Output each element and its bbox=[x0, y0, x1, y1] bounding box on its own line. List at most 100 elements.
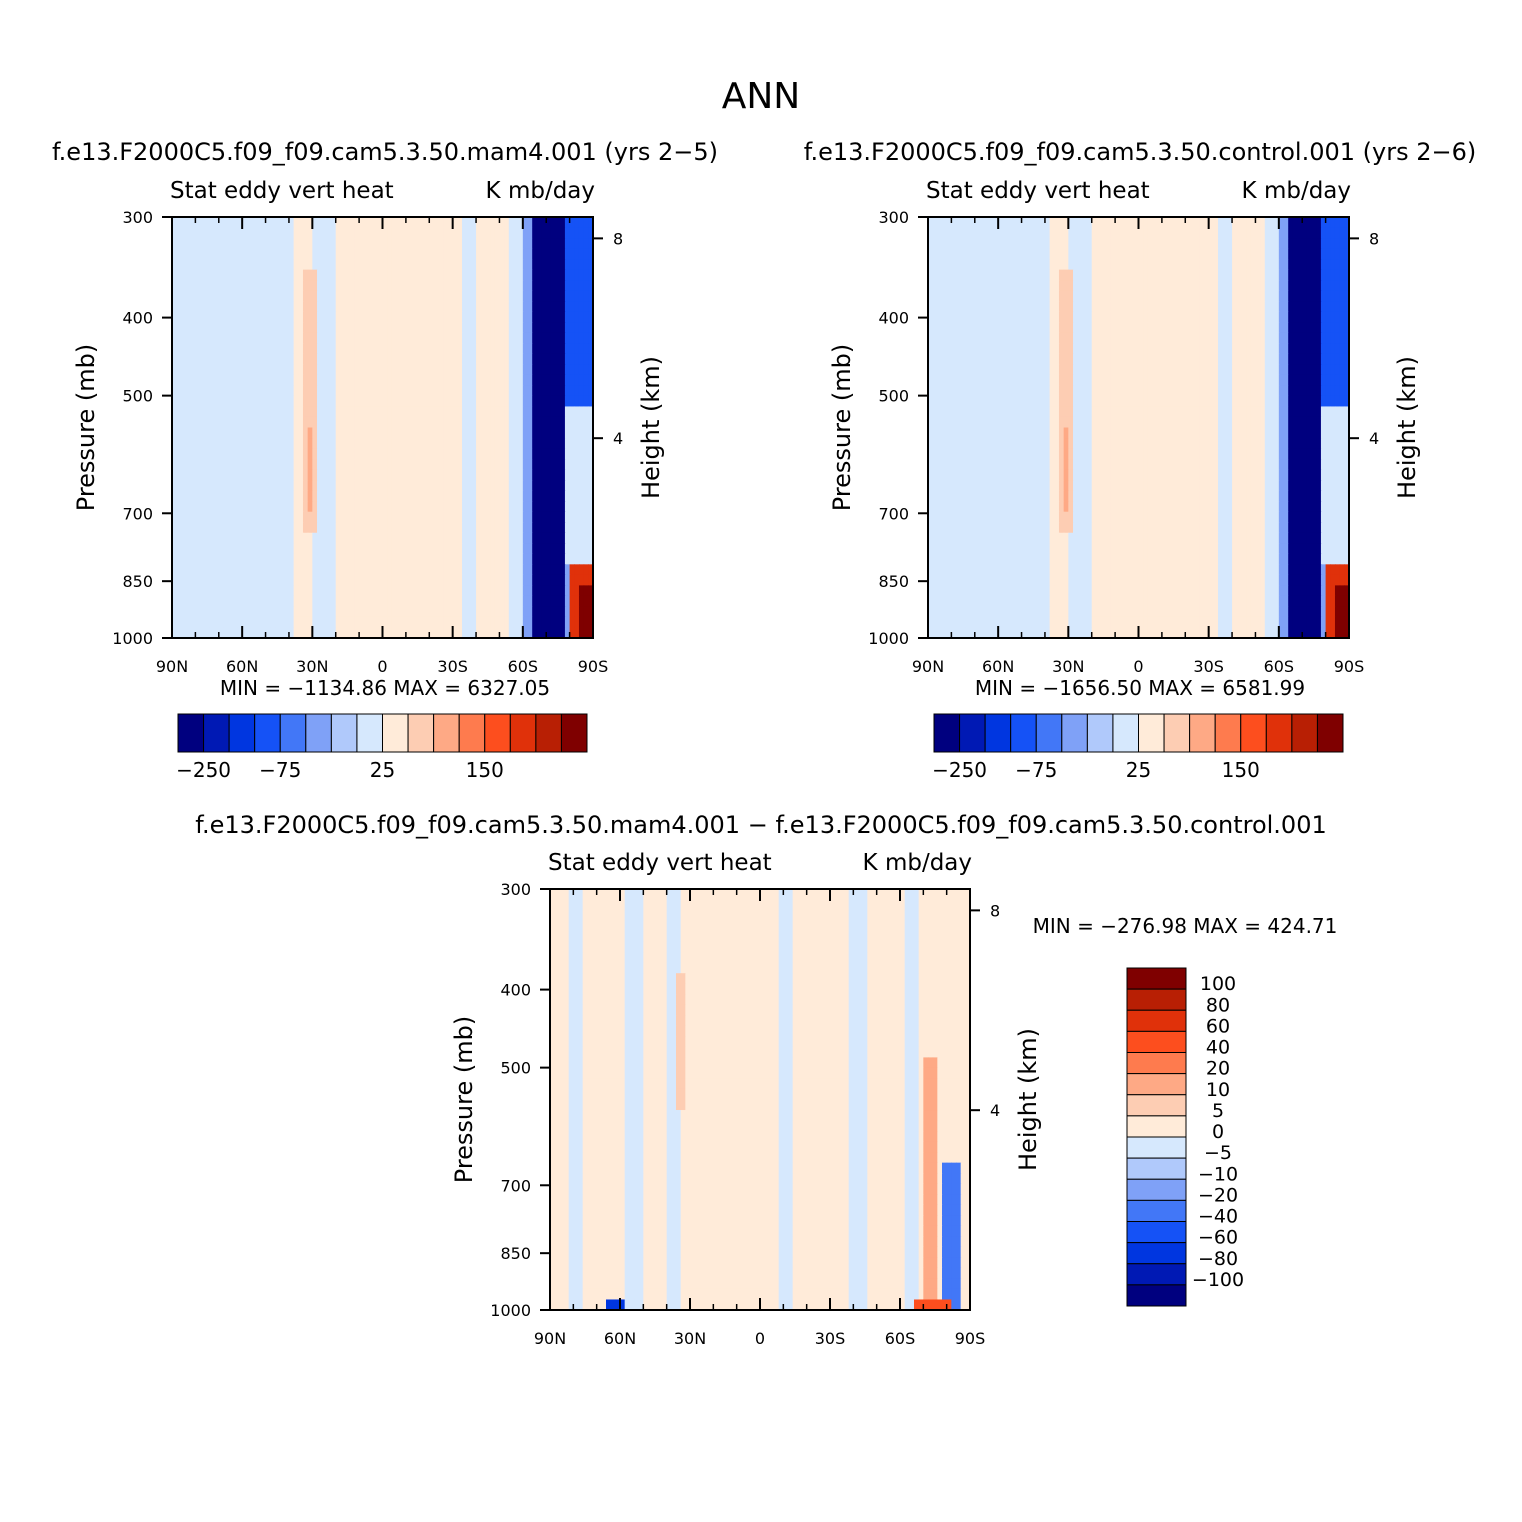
heatmap-cell bbox=[588, 280, 594, 292]
heatmap-cell bbox=[457, 522, 463, 534]
heatmap-cell bbox=[1087, 238, 1093, 250]
heatmap-cell bbox=[490, 501, 496, 513]
heatmap-cell bbox=[960, 227, 967, 239]
heatmap-cell bbox=[979, 259, 985, 271]
heatmap-cell bbox=[569, 238, 575, 250]
heatmap-cell bbox=[256, 406, 262, 418]
heatmap-cell bbox=[237, 522, 243, 534]
heatmap-cell bbox=[574, 543, 580, 555]
heatmap-cell bbox=[550, 543, 557, 555]
heatmap-cell bbox=[457, 459, 463, 471]
heatmap-cell bbox=[317, 364, 323, 376]
heatmap-cell bbox=[447, 280, 454, 292]
heatmap-cell bbox=[471, 438, 477, 450]
heatmap-cell bbox=[373, 438, 379, 450]
heatmap-cell bbox=[419, 606, 426, 618]
heatmap-cell bbox=[307, 574, 313, 586]
heatmap-cell bbox=[1021, 280, 1027, 292]
heatmap-cell bbox=[1044, 343, 1051, 355]
heatmap-cell bbox=[307, 469, 313, 481]
heatmap-cell bbox=[447, 427, 454, 439]
heatmap-cell bbox=[288, 416, 295, 429]
heatmap-cell bbox=[527, 238, 533, 250]
heatmap-cell bbox=[564, 469, 571, 481]
heatmap-cell bbox=[293, 322, 299, 334]
heatmap-cell bbox=[190, 322, 196, 334]
heatmap-cell bbox=[560, 522, 566, 534]
heatmap-cell bbox=[946, 311, 952, 323]
heatmap-cell bbox=[536, 269, 543, 281]
heatmap-cell bbox=[186, 501, 192, 513]
heatmap-cell bbox=[274, 406, 281, 418]
heatmap-cell bbox=[1194, 238, 1200, 250]
heatmap-cell bbox=[1087, 227, 1093, 239]
heatmap-cell bbox=[499, 311, 505, 323]
heatmap-cell bbox=[382, 332, 388, 344]
heatmap-cell bbox=[214, 290, 220, 302]
heatmap-cell bbox=[433, 301, 440, 313]
heatmap-cell bbox=[335, 606, 341, 618]
heatmap-cell bbox=[569, 248, 575, 260]
heatmap-cell bbox=[331, 290, 337, 302]
heatmap-cell bbox=[1049, 227, 1055, 239]
heatmap-cell bbox=[447, 322, 454, 334]
heatmap-cell bbox=[490, 543, 496, 555]
heatmap-cell bbox=[279, 501, 285, 513]
heatmap-cell bbox=[457, 606, 463, 618]
heatmap-cell bbox=[1133, 248, 1140, 260]
heatmap-cell bbox=[368, 311, 374, 323]
heatmap-cell bbox=[993, 301, 999, 313]
heatmap-cell bbox=[298, 553, 304, 565]
heatmap-cell bbox=[209, 259, 215, 271]
heatmap-cell bbox=[1026, 280, 1032, 292]
heatmap-cell bbox=[260, 522, 267, 534]
heatmap-cell bbox=[354, 522, 360, 534]
heatmap-cell bbox=[270, 490, 276, 502]
heatmap-cell bbox=[504, 385, 510, 397]
heatmap-cell bbox=[331, 269, 337, 281]
heatmap-cell bbox=[209, 385, 215, 397]
heatmap-cell bbox=[387, 522, 393, 534]
heatmap-cell bbox=[214, 553, 220, 565]
heatmap-cell bbox=[583, 290, 589, 302]
heatmap-cell bbox=[260, 311, 267, 323]
heatmap-cell bbox=[293, 469, 299, 481]
heatmap-cell bbox=[1054, 227, 1060, 239]
heatmap-cell bbox=[321, 532, 327, 544]
colorbar-box bbox=[433, 713, 460, 753]
heatmap-cell bbox=[419, 627, 426, 639]
heatmap-cell bbox=[307, 448, 313, 460]
heatmap-cell bbox=[265, 532, 271, 544]
heatmap-cell bbox=[214, 395, 220, 408]
heatmap-cell bbox=[1044, 290, 1051, 302]
heatmap-cell bbox=[536, 217, 543, 229]
heatmap-cell bbox=[223, 332, 229, 344]
heatmap-cell bbox=[1129, 280, 1135, 292]
heatmap-cell bbox=[349, 343, 356, 355]
heatmap-cell bbox=[564, 627, 571, 639]
heatmap-cell bbox=[345, 427, 351, 439]
heatmap-cell bbox=[345, 374, 351, 387]
heatmap-cell bbox=[988, 353, 995, 365]
heatmap-cell bbox=[480, 480, 487, 492]
heatmap-cell bbox=[988, 227, 995, 239]
heatmap-cell bbox=[518, 374, 524, 387]
heatmap-cell bbox=[476, 332, 482, 344]
heatmap-cell bbox=[536, 301, 543, 313]
heatmap-cell bbox=[494, 553, 501, 565]
heatmap-cell bbox=[1073, 217, 1079, 229]
heatmap-cell bbox=[293, 459, 299, 471]
heatmap-cell bbox=[536, 616, 543, 629]
heatmap-cell bbox=[452, 406, 458, 418]
heatmap-cell bbox=[176, 353, 182, 365]
heatmap-cell bbox=[1311, 280, 1317, 292]
heatmap-cell bbox=[382, 385, 388, 397]
heatmap-cell bbox=[274, 227, 281, 239]
heatmap-cell bbox=[405, 501, 412, 513]
heatmap-cell bbox=[354, 616, 360, 629]
heatmap-cell bbox=[340, 406, 346, 418]
heatmap-cell bbox=[452, 532, 458, 544]
heatmap-cell bbox=[242, 364, 248, 376]
heatmap-cell bbox=[578, 301, 585, 313]
heatmap-cell bbox=[284, 532, 290, 544]
